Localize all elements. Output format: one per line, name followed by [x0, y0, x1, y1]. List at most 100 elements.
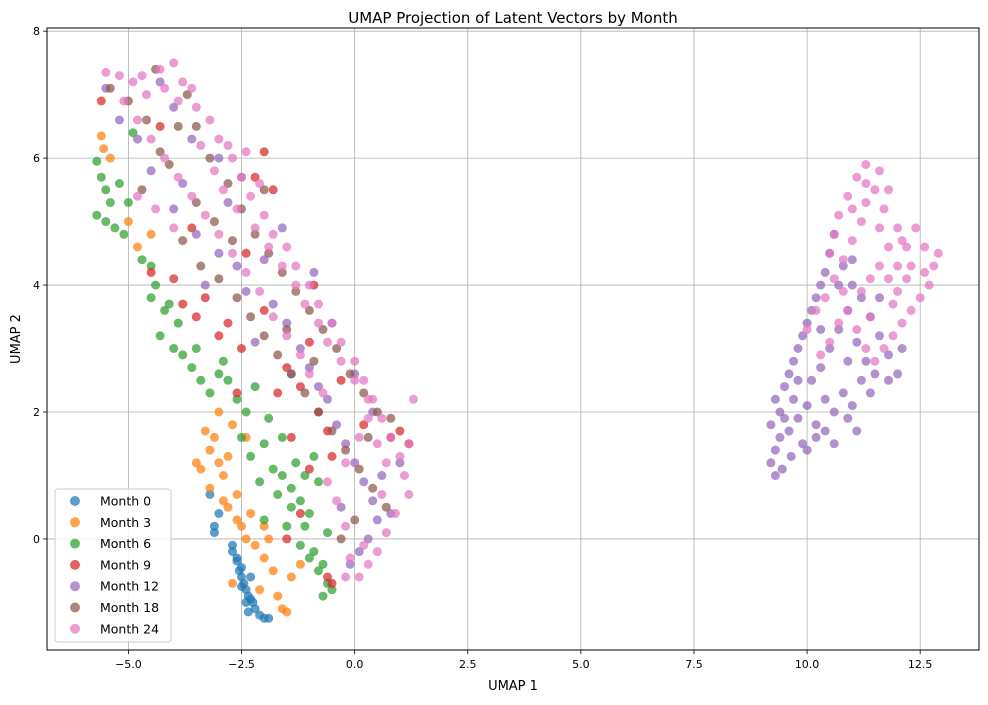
data-point	[802, 318, 812, 328]
data-point	[332, 344, 342, 353]
data-point	[205, 388, 215, 398]
data-point	[114, 71, 124, 81]
data-point	[205, 153, 215, 163]
data-point	[861, 198, 871, 207]
data-point	[209, 528, 219, 538]
data-point	[282, 363, 292, 373]
data-point	[164, 160, 174, 169]
data-point	[173, 318, 183, 328]
x-tick-label: 10.0	[795, 658, 820, 671]
data-point	[232, 261, 242, 271]
data-point	[295, 382, 305, 392]
y-tick-label: 0	[33, 533, 40, 546]
data-point	[105, 153, 115, 163]
y-tick-label: 6	[33, 152, 40, 165]
data-point	[205, 490, 215, 499]
data-point	[187, 83, 197, 93]
data-point	[888, 331, 898, 341]
data-point	[318, 559, 328, 569]
data-point	[282, 607, 292, 617]
y-tick-label: 2	[33, 406, 40, 419]
data-point	[879, 204, 889, 214]
y-axis-ticks: 0 2 4 6 8	[33, 25, 47, 546]
data-point	[847, 255, 857, 265]
y-axis-label: UMAP 2	[9, 314, 24, 364]
data-point	[96, 131, 106, 141]
data-point	[286, 502, 296, 512]
data-point	[354, 572, 364, 582]
data-point	[259, 210, 269, 220]
data-point	[336, 375, 346, 385]
data-point	[295, 350, 305, 360]
data-point	[282, 325, 292, 334]
data-point	[327, 585, 337, 595]
data-point	[223, 318, 233, 328]
data-point	[191, 102, 201, 112]
data-point	[282, 521, 292, 531]
data-point	[359, 388, 369, 398]
data-point	[223, 451, 233, 461]
data-point	[332, 496, 342, 506]
data-point	[214, 248, 224, 258]
data-point	[861, 179, 871, 188]
data-point	[875, 293, 884, 303]
data-point	[223, 375, 233, 385]
data-point	[856, 217, 866, 227]
data-point	[119, 229, 129, 239]
data-point	[191, 458, 201, 468]
data-point	[105, 83, 115, 93]
data-points	[92, 58, 943, 623]
data-point	[155, 147, 165, 157]
data-point	[228, 153, 237, 163]
data-point	[214, 153, 224, 163]
x-axis-label: UMAP 1	[488, 679, 538, 694]
data-point	[178, 236, 188, 246]
data-point	[780, 413, 789, 423]
data-point	[273, 350, 283, 360]
data-point	[856, 286, 866, 296]
data-point	[228, 236, 237, 246]
data-point	[309, 547, 319, 557]
data-point	[323, 572, 332, 582]
legend-label: Month 6	[100, 536, 151, 551]
data-point	[214, 331, 224, 341]
data-point	[888, 299, 898, 309]
data-point	[933, 248, 943, 258]
data-point	[96, 172, 106, 182]
data-point	[191, 312, 201, 322]
data-point	[268, 229, 278, 239]
data-point	[160, 83, 170, 93]
data-point	[843, 191, 853, 201]
data-point	[838, 388, 848, 398]
data-point	[368, 496, 378, 506]
data-point	[209, 521, 219, 531]
data-point	[300, 388, 310, 398]
data-point	[214, 274, 224, 284]
data-point	[128, 128, 138, 138]
data-point	[766, 420, 776, 430]
data-point	[399, 471, 409, 480]
data-point	[897, 236, 907, 246]
data-point	[350, 515, 360, 525]
data-point	[200, 426, 210, 436]
data-point	[843, 305, 853, 315]
data-point	[847, 236, 857, 246]
data-point	[870, 185, 880, 195]
data-point	[142, 115, 151, 125]
legend-marker	[70, 496, 80, 506]
data-point	[816, 363, 826, 373]
data-point	[205, 483, 215, 493]
data-point	[282, 242, 292, 252]
data-point	[350, 356, 360, 366]
data-point	[133, 191, 142, 201]
data-point	[911, 223, 921, 233]
data-point	[775, 407, 785, 417]
legend-marker	[70, 581, 80, 592]
data-point	[255, 585, 265, 595]
data-point	[359, 540, 369, 550]
data-point	[304, 509, 314, 518]
data-point	[377, 490, 387, 499]
data-point	[318, 591, 328, 601]
data-point	[802, 401, 812, 411]
data-point	[232, 388, 242, 398]
